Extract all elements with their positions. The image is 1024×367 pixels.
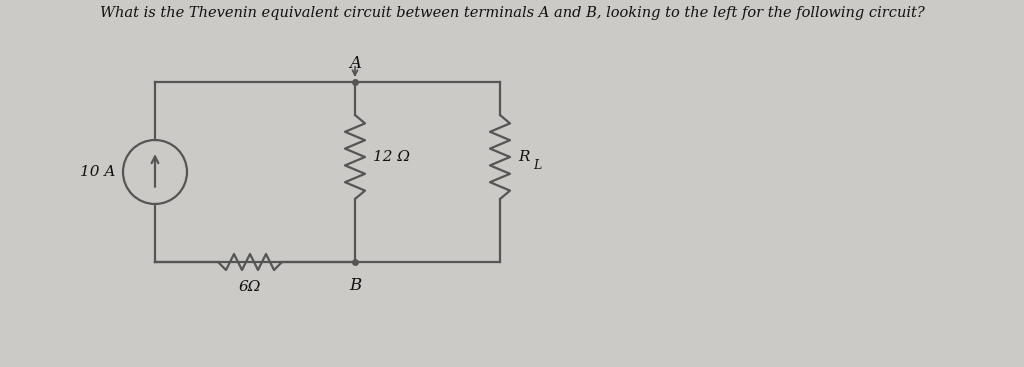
Text: 10 A: 10 A bbox=[80, 165, 115, 179]
Text: L: L bbox=[534, 160, 542, 172]
Text: R: R bbox=[518, 150, 529, 164]
Text: What is the Thevenin equivalent circuit between terminals A and B, looking to th: What is the Thevenin equivalent circuit … bbox=[99, 6, 925, 19]
Text: 6Ω: 6Ω bbox=[239, 280, 261, 294]
Text: A: A bbox=[349, 55, 361, 72]
Text: B: B bbox=[349, 277, 361, 294]
Text: 12 Ω: 12 Ω bbox=[373, 150, 410, 164]
